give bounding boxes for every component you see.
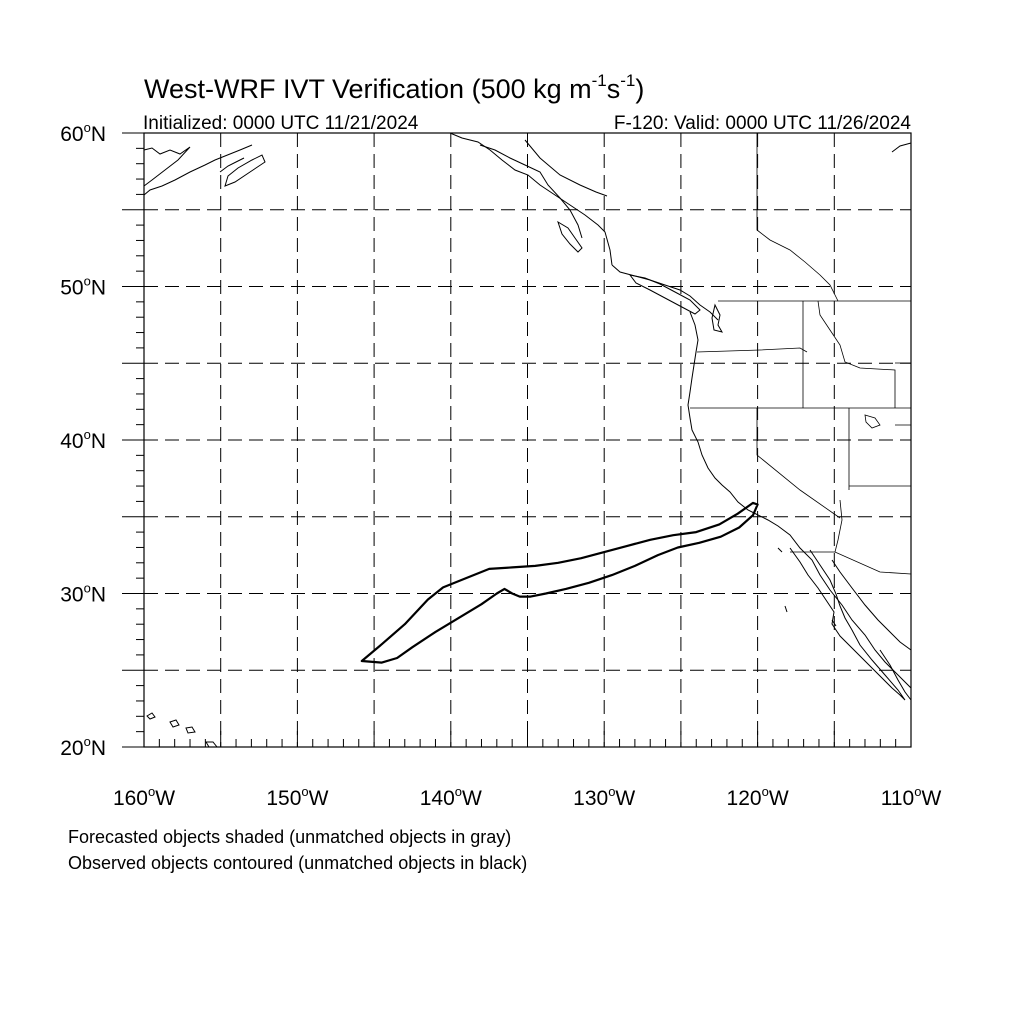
- caption-observed: Observed objects contoured (unmatched ob…: [68, 853, 527, 873]
- bc-islands: [479, 144, 583, 239]
- wa-or-border: [696, 347, 808, 353]
- latitude-labels: 60oN 50oN 40oN 30oN 20oN: [60, 120, 106, 760]
- hawaii-oahu: [169, 719, 180, 728]
- lon-label-160: 160oW: [113, 784, 175, 810]
- observed-ivt-object-contour: [360, 501, 759, 664]
- top-right-coast: [891, 142, 912, 153]
- political-boundaries: [690, 133, 912, 575]
- id-mt-border: [817, 300, 896, 408]
- bc-alberta-border: [756, 133, 839, 302]
- ca-nv-border: [756, 408, 841, 519]
- lon-label-140: 140oW: [420, 784, 482, 810]
- lon-label-120: 120oW: [727, 784, 789, 810]
- caption-forecast: Forecasted objects shaded (unmatched obj…: [68, 827, 511, 847]
- bc-boundary: [524, 139, 608, 197]
- lat-label-50: 50oN: [60, 274, 106, 300]
- init-time-label: Initialized: 0000 UTC 11/21/2024: [143, 113, 419, 134]
- az-west-border: [834, 499, 843, 553]
- longitude-labels: 160oW 150oW 140oW 130oW 120oW 110oW: [113, 784, 942, 810]
- lat-label-20: 20oN: [60, 734, 106, 760]
- puget-sound: [711, 303, 724, 333]
- wy-border: [895, 362, 911, 426]
- bc-coast: [611, 264, 719, 321]
- map-panel: [122, 132, 912, 748]
- kodiak-island: [224, 154, 266, 187]
- coastlines: [143, 132, 912, 748]
- axis-ticks: [122, 132, 912, 748]
- alaska-coast-2: [143, 144, 253, 196]
- vancouver-island: [628, 274, 701, 315]
- valid-time-label: F-120: Valid: 0000 UTC 11/26/2024: [614, 113, 912, 134]
- lon-label-130: 130oW: [573, 784, 635, 810]
- baja-peninsula: [789, 547, 906, 701]
- us-west-coast: [687, 311, 912, 689]
- map-title: West-WRF IVT Verification (500 kg m-1s-1…: [144, 71, 644, 104]
- haida-gwaii: [557, 220, 583, 253]
- graticule: [144, 133, 911, 747]
- alaska-panhandle: [449, 132, 613, 266]
- us-mexico-border: [790, 551, 912, 575]
- gulf-coast-mainland: [831, 559, 912, 651]
- lat-label-40: 40oN: [60, 427, 106, 453]
- lon-label-110: 110oW: [881, 784, 942, 810]
- great-salt-lake: [864, 414, 881, 429]
- mexico-coast-2: [879, 649, 912, 701]
- hawaii-maui: [185, 726, 196, 734]
- lat-label-30: 30oN: [60, 581, 106, 607]
- ak-peninsula: [219, 157, 245, 173]
- small-islands-1: [777, 547, 837, 627]
- hawaii-kauai: [146, 712, 156, 720]
- alaska-coast: [143, 146, 191, 187]
- lat-label-60: 60oN: [60, 120, 106, 146]
- lon-label-150: 150oW: [266, 784, 328, 810]
